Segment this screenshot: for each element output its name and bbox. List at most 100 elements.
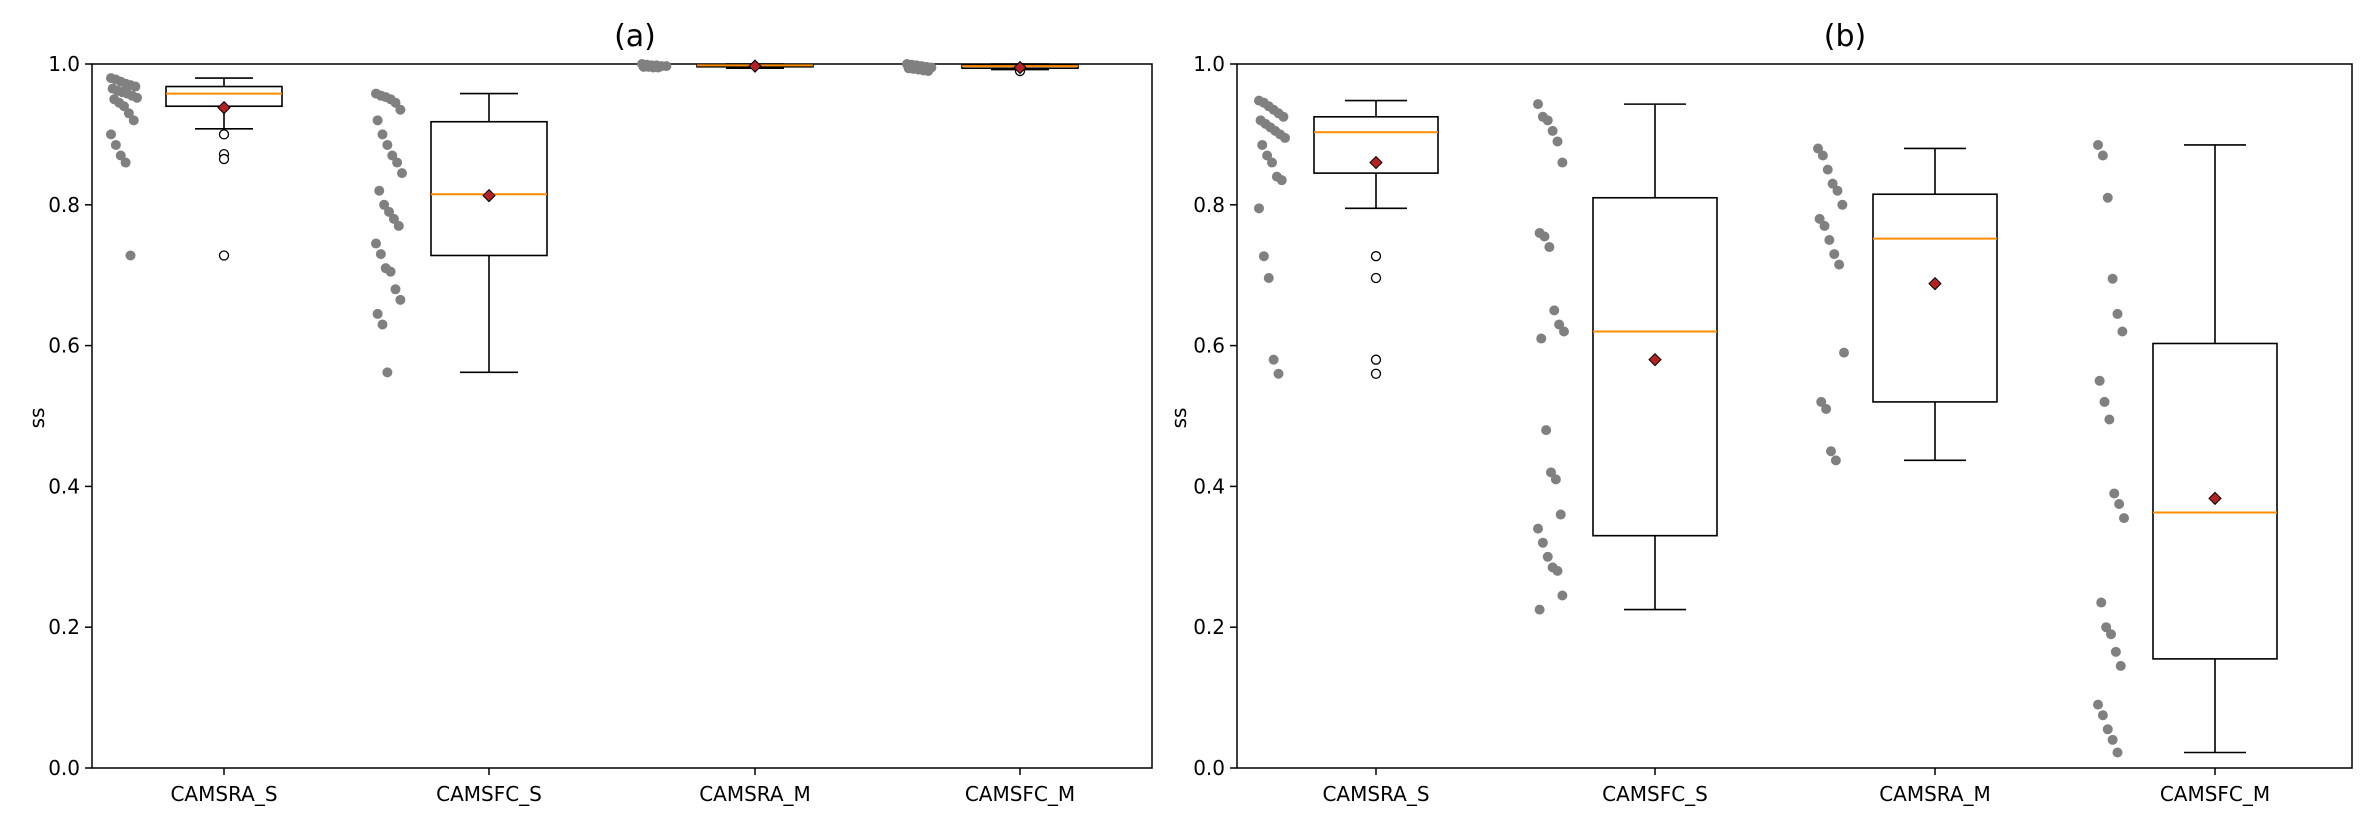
data-point: [1534, 604, 1545, 615]
data-point: [2114, 499, 2125, 509]
x-tick-label-b: CAMSRA_M: [1879, 782, 1991, 806]
chart-title-a: (a): [614, 19, 656, 54]
data-point: [2106, 629, 2116, 640]
data-point: [1536, 333, 1547, 344]
data-point: [2110, 646, 2121, 657]
data-point: [1552, 136, 1563, 147]
data-point: [2096, 597, 2107, 608]
y-tick-label-a: 1.0: [48, 52, 80, 76]
data-point: [382, 367, 393, 378]
data-point: [2107, 273, 2118, 284]
outlier-point: [1370, 251, 1382, 262]
box-group-camsfc-s-b: [1533, 99, 1718, 615]
data-point: [2112, 747, 2123, 758]
mean-marker: [1648, 352, 1662, 367]
data-point: [2101, 622, 2112, 633]
data-point: [387, 150, 398, 161]
y-tick-label-a: 0.8: [48, 193, 80, 217]
box-group-camsra-s-b: [1254, 95, 1439, 379]
outlier-point: [218, 153, 230, 165]
marks-a: 0.0 0.2 0.4 0.6 0.8 1.0 CAMSRA_S CAMSFC_S CAMSRA…: [48, 52, 1079, 806]
y-axis-label-b: ss: [1167, 408, 1191, 429]
y-tick-label-b: 0.8: [1193, 193, 1225, 217]
mean-marker: [1928, 276, 1942, 291]
data-point: [392, 157, 403, 168]
outlier-point: [1370, 272, 1382, 284]
data-point: [2104, 414, 2115, 425]
data-point: [1829, 249, 1840, 260]
data-point: [2094, 375, 2105, 386]
data-point: [1267, 157, 1277, 168]
data-point: [1559, 326, 1569, 337]
data-point: [388, 213, 399, 224]
data-point: [128, 115, 139, 126]
data-point: [2102, 724, 2113, 735]
data-point: [1555, 509, 1566, 520]
marks-b: 0.0 0.2 0.4 0.6 0.8 1.0 CAMSRA_S CAMSFC_S CAMSRA…: [1193, 52, 2278, 806]
box-group-camsra-m-a: [637, 59, 814, 73]
y-tick-label-b: 0.6: [1193, 334, 1225, 358]
data-point: [2102, 192, 2113, 203]
y-tick-label-a: 0.4: [48, 474, 80, 498]
data-point: [372, 308, 383, 319]
data-point: [1827, 178, 1838, 189]
data-point: [382, 139, 393, 150]
data-point: [1550, 474, 1561, 485]
data-point: [2093, 139, 2103, 150]
data-point: [2112, 308, 2123, 319]
data-point: [1830, 455, 1841, 466]
data-point: [1826, 446, 1836, 457]
data-point: [1533, 99, 1543, 110]
x-tick-label-a: CAMSRA_S: [170, 782, 277, 806]
data-point: [1834, 259, 1845, 270]
data-point: [120, 157, 131, 168]
panel-b: (b) ss 0.0 0.2 0.4 0.6 0.8 1.0 CAMSRA_S CAMSFC_…: [1167, 19, 2353, 806]
data-point: [374, 185, 385, 196]
y-tick-label-b: 0.2: [1193, 615, 1225, 639]
data-point: [390, 284, 401, 295]
data-point: [130, 81, 141, 92]
data-point: [395, 294, 406, 305]
data-point: [661, 61, 672, 72]
data-point: [1837, 199, 1848, 210]
data-point: [125, 250, 136, 261]
x-tick-label-a: CAMSFC_M: [965, 782, 1075, 806]
box-iqr: [1592, 196, 1718, 537]
panel-a: (a) ss 0.0 0.2 0.4 0.6 0.8 1.0 CAMSRA_S CAMSFC_…: [25, 19, 1153, 806]
y-tick-label-b: 1.0: [1193, 52, 1225, 76]
y-tick-label-a: 0.0: [48, 756, 80, 780]
data-point: [132, 92, 142, 103]
data-point: [1278, 111, 1289, 122]
data-point: [923, 66, 934, 77]
data-point: [653, 62, 664, 73]
data-point: [1263, 273, 1274, 284]
chart-title-b: (b): [1824, 19, 1866, 54]
y-tick-label-b: 0.0: [1193, 756, 1225, 780]
data-point: [393, 220, 404, 231]
data-point: [1817, 150, 1828, 161]
data-point: [2109, 488, 2120, 499]
box-group-camsfc-m-a: [902, 59, 1079, 77]
data-point: [1557, 157, 1568, 168]
data-point: [377, 319, 388, 330]
mean-marker: [748, 59, 762, 73]
data-point: [123, 108, 134, 119]
data-point: [1819, 220, 1830, 231]
data-point: [2107, 734, 2118, 745]
x-tick-label-a: CAMSFC_S: [436, 782, 542, 806]
box-iqr: [1872, 193, 1998, 403]
data-point: [119, 101, 129, 112]
data-point: [1814, 213, 1825, 224]
x-tick-label-b: CAMSRA_S: [1322, 782, 1429, 806]
data-point: [106, 129, 116, 140]
data-point: [1280, 132, 1290, 143]
mean-marker: [217, 100, 231, 115]
outlier-point: [218, 129, 230, 140]
data-point: [2097, 710, 2108, 721]
data-point: [2119, 513, 2129, 524]
data-point: [1824, 235, 1835, 245]
x-tick-label-b: CAMSFC_S: [1602, 782, 1708, 806]
data-point: [372, 115, 383, 126]
y-axis-label-a: ss: [25, 408, 49, 429]
data-point: [2093, 699, 2103, 710]
